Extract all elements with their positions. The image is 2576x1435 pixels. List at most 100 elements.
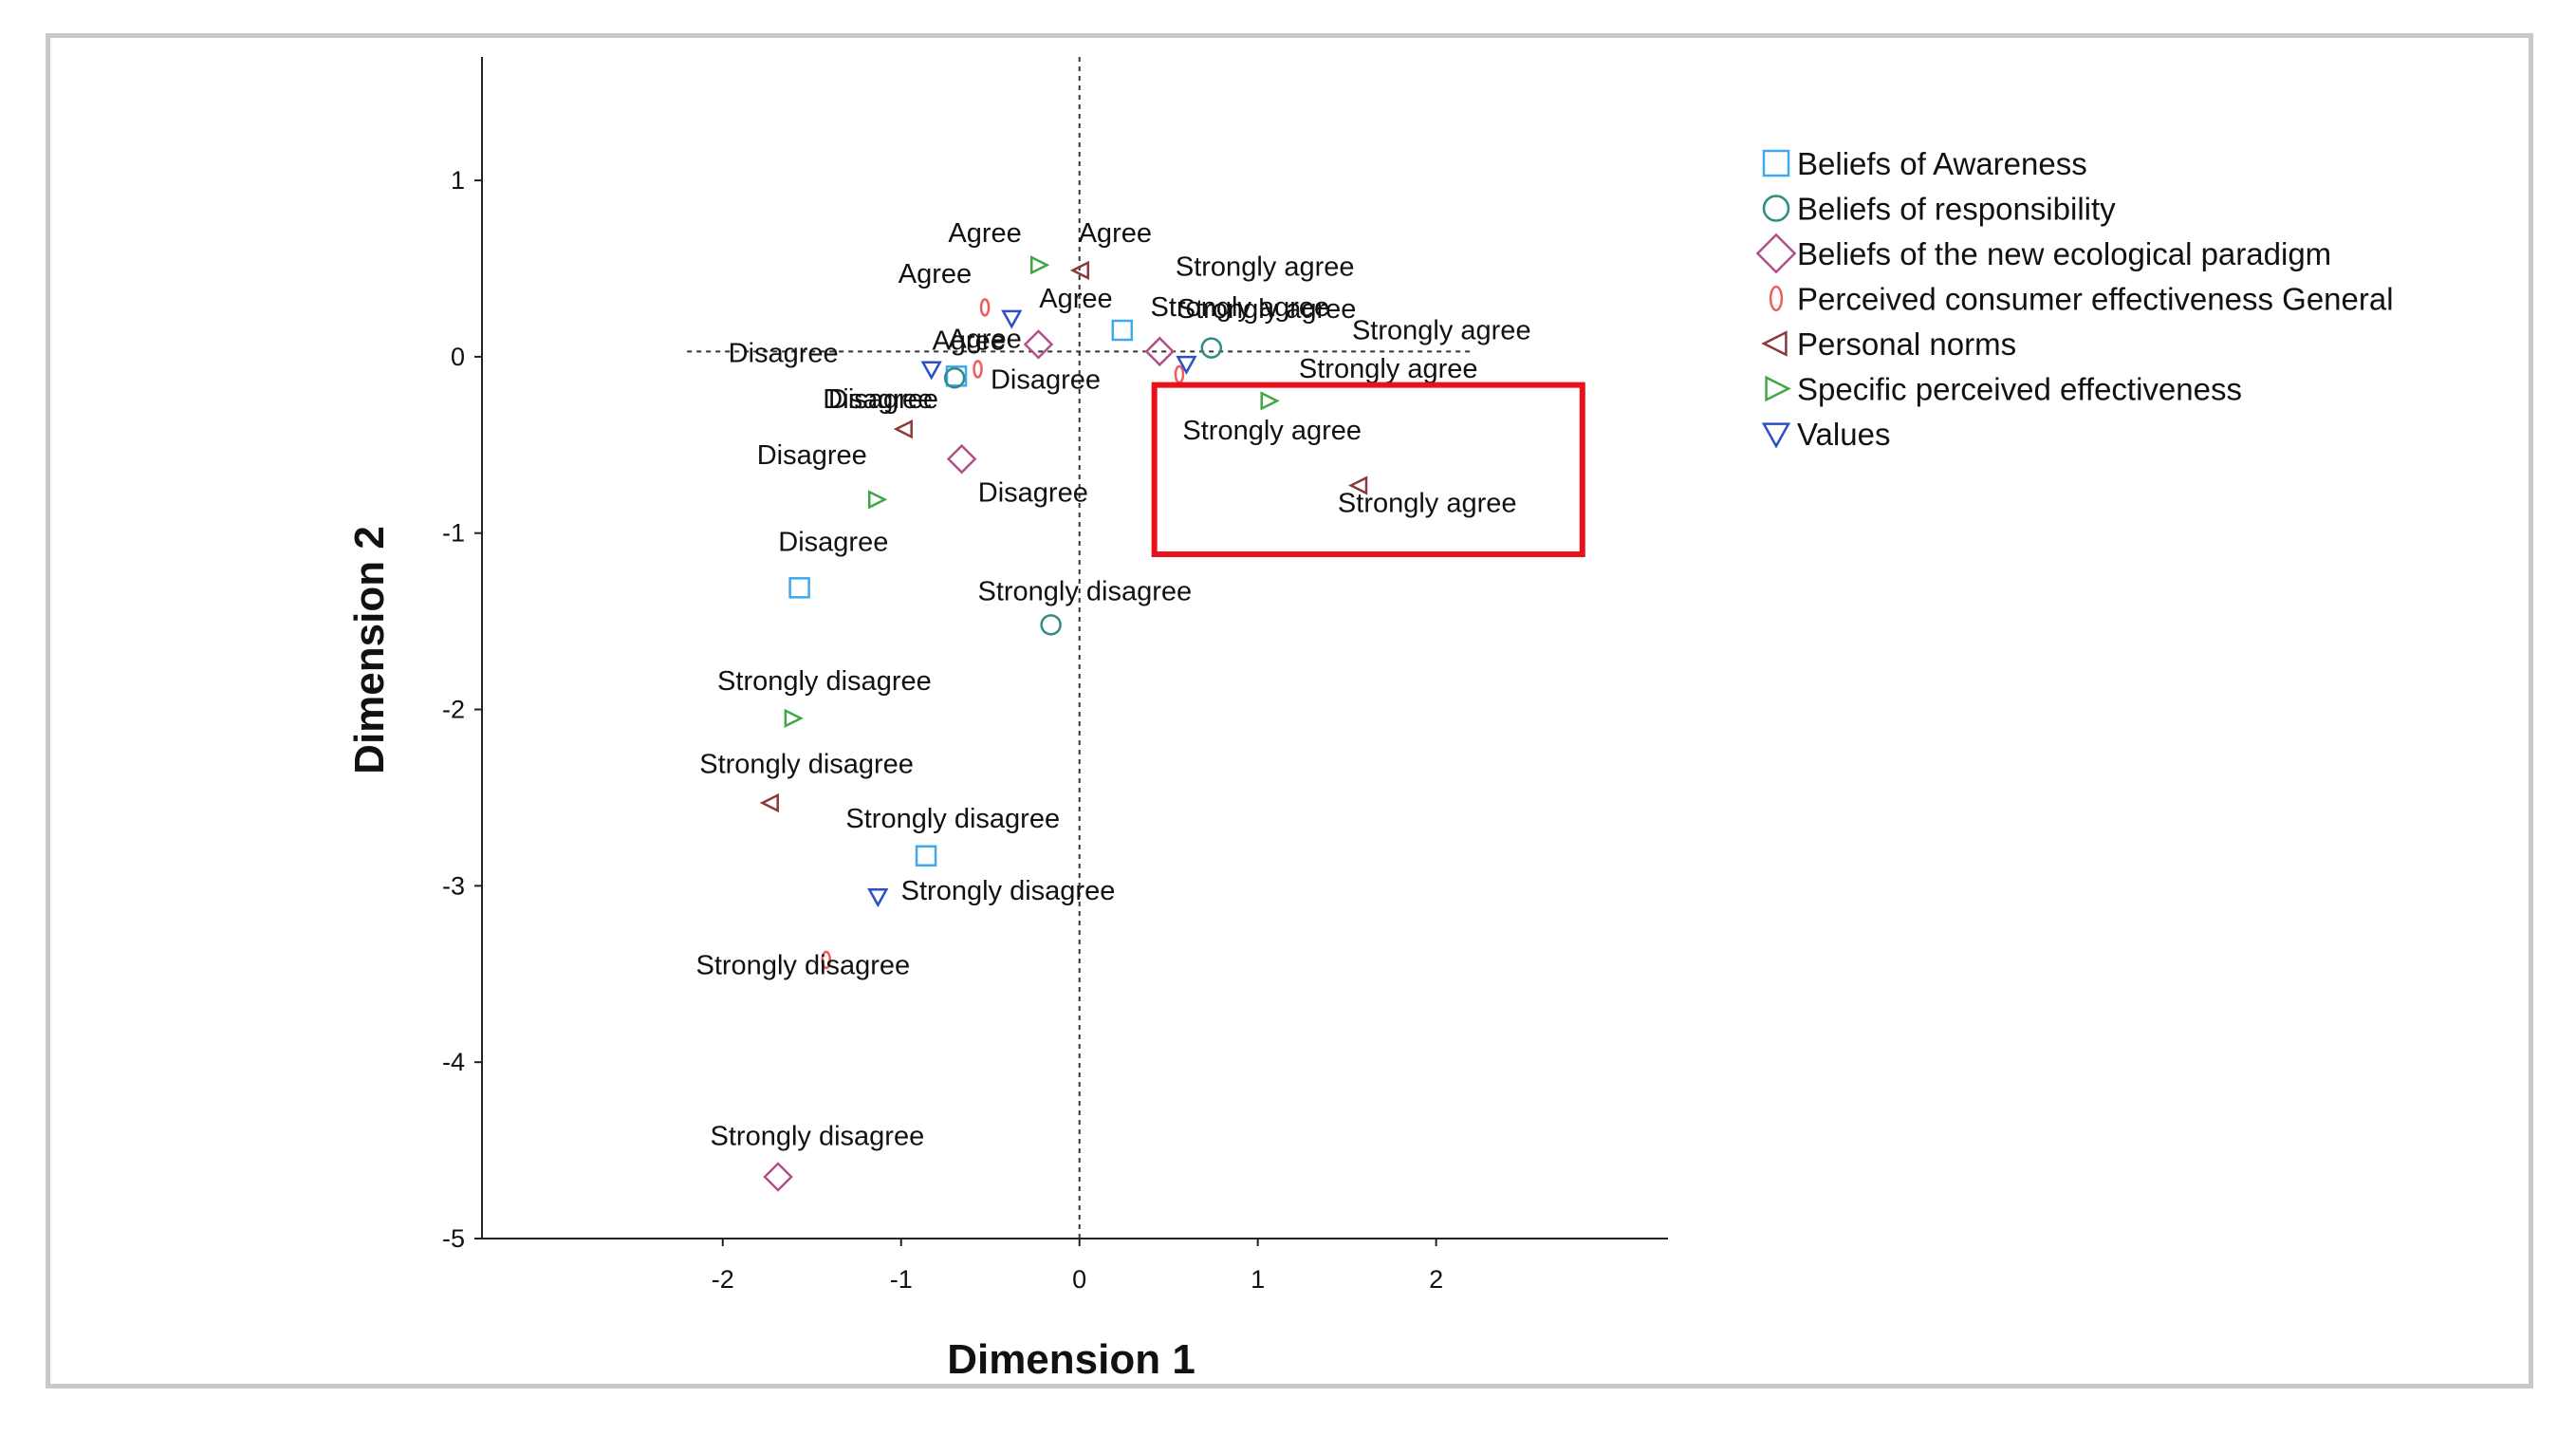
data-point — [763, 1162, 793, 1192]
legend-label: Perceived consumer effectiveness General — [1797, 282, 2394, 317]
data-point — [1030, 255, 1050, 275]
axes — [481, 57, 1668, 1239]
data-point — [784, 708, 804, 728]
legend: Beliefs of Awareness Beliefs of responsib… — [1755, 146, 2394, 452]
point-label: Strongly agree — [1177, 294, 1357, 325]
plot-frame — [46, 33, 2533, 1388]
legend-item: Beliefs of responsibility — [1762, 192, 2116, 227]
point-label: Disagree — [778, 527, 888, 557]
data-point — [920, 361, 942, 381]
point-label: Agree — [948, 325, 1021, 355]
point-label: Disagree — [757, 440, 867, 471]
point-label: Strongly disagree — [845, 804, 1060, 834]
series-5 — [784, 255, 1280, 728]
legend-item: Perceived consumer effectiveness General — [1769, 282, 2394, 317]
point-label: Agree — [1079, 218, 1152, 249]
point-label: Strongly agree — [1151, 292, 1330, 323]
point-label: Agree — [1039, 284, 1112, 314]
point-label: Disagree — [729, 338, 839, 368]
legend-marker — [1755, 233, 1797, 274]
legend-item: Beliefs of Awareness — [1762, 146, 2087, 181]
legend-marker — [1761, 330, 1788, 357]
point-label: Strongly disagree — [977, 576, 1192, 606]
series-2 — [763, 329, 1176, 1192]
data-point — [1069, 260, 1090, 280]
data-point — [943, 366, 966, 389]
point-label: Disagree — [978, 477, 1088, 508]
data-points — [759, 255, 1368, 1192]
point-label: Strongly agree — [1176, 252, 1355, 282]
x-tick-label: -1 — [890, 1265, 913, 1294]
x-tick-label: 2 — [1429, 1265, 1443, 1294]
series-6 — [867, 309, 1197, 908]
legend-marker — [1762, 195, 1790, 222]
point-label: Disagree — [823, 384, 933, 415]
legend-item: Specific perceived effectiveness — [1765, 372, 2242, 407]
data-point — [867, 490, 888, 510]
y-tick-label: -4 — [442, 1048, 465, 1076]
legend-label: Specific perceived effectiveness — [1797, 372, 2242, 407]
data-point — [1040, 614, 1062, 636]
highlight-box — [1151, 382, 1585, 558]
x-tick-label: 0 — [1072, 1265, 1086, 1294]
point-label: Strongly agree — [1182, 416, 1362, 446]
y-tick-label: 1 — [451, 166, 465, 195]
y-axis-title: Dimension 2 — [346, 526, 393, 774]
point-label: Strongly disagree — [699, 749, 914, 779]
point-label: Agree — [899, 259, 972, 289]
legend-label: Values — [1797, 417, 1890, 452]
legend-item: Beliefs of the new ecological paradigm — [1755, 233, 2331, 274]
data-point — [1001, 309, 1023, 329]
data-point — [759, 792, 779, 813]
axis-ticks: -2 -1 0 1 2 1 0 -1 -2 -3 -4 -5 — [442, 166, 1443, 1294]
legend-item: Personal norms — [1761, 326, 2016, 362]
data-point — [979, 298, 991, 317]
point-label: Disagree — [991, 364, 1101, 395]
y-tick-label: 0 — [451, 343, 465, 371]
data-point — [1023, 329, 1054, 360]
point-label: Strongly disagree — [717, 666, 932, 697]
legend-marker — [1769, 285, 1784, 312]
legend-item: Values — [1761, 417, 1890, 452]
y-tick-label: -1 — [442, 519, 465, 548]
data-point — [915, 845, 937, 867]
data-point — [1174, 364, 1185, 384]
series-1 — [943, 337, 1223, 636]
x-tick-label: 1 — [1251, 1265, 1265, 1294]
point-label: Strongly agree — [1299, 354, 1478, 384]
series-4 — [759, 260, 1368, 813]
data-point — [867, 888, 889, 908]
legend-label: Beliefs of the new ecological paradigm — [1797, 236, 2331, 271]
point-label: Agree — [932, 326, 1005, 356]
data-point — [821, 950, 832, 970]
point-label: Disagree — [828, 384, 938, 415]
data-point — [973, 360, 983, 379]
legend-label: Beliefs of Awareness — [1797, 146, 2087, 181]
point-labels: Strongly agree Agree Disagree Strongly disa… — [696, 218, 1531, 1151]
data-point — [946, 443, 977, 475]
legend-marker — [1761, 422, 1791, 449]
reference-lines — [687, 57, 1473, 1239]
data-point — [1260, 391, 1280, 411]
point-label: Strongly disagree — [901, 876, 1116, 906]
series-0 — [788, 319, 1134, 867]
data-point — [1176, 355, 1197, 375]
data-point — [788, 577, 810, 599]
x-axis-title: Dimension 1 — [947, 1336, 1195, 1383]
data-point — [1348, 475, 1368, 495]
data-point — [945, 365, 968, 387]
y-tick-label: -5 — [442, 1224, 465, 1253]
annotations — [1151, 382, 1585, 558]
data-point — [1144, 336, 1176, 367]
legend-label: Beliefs of responsibility — [1797, 192, 2116, 227]
legend-marker — [1762, 149, 1790, 177]
data-point — [893, 419, 913, 439]
legend-marker — [1765, 375, 1791, 402]
point-label: Strongly disagree — [696, 950, 911, 980]
point-label: Strongly agree — [1352, 315, 1531, 345]
point-label: Strongly disagree — [711, 1122, 925, 1152]
point-label: Strongly agree — [1338, 488, 1517, 518]
data-point — [1200, 337, 1223, 359]
x-tick-label: -2 — [712, 1265, 734, 1294]
